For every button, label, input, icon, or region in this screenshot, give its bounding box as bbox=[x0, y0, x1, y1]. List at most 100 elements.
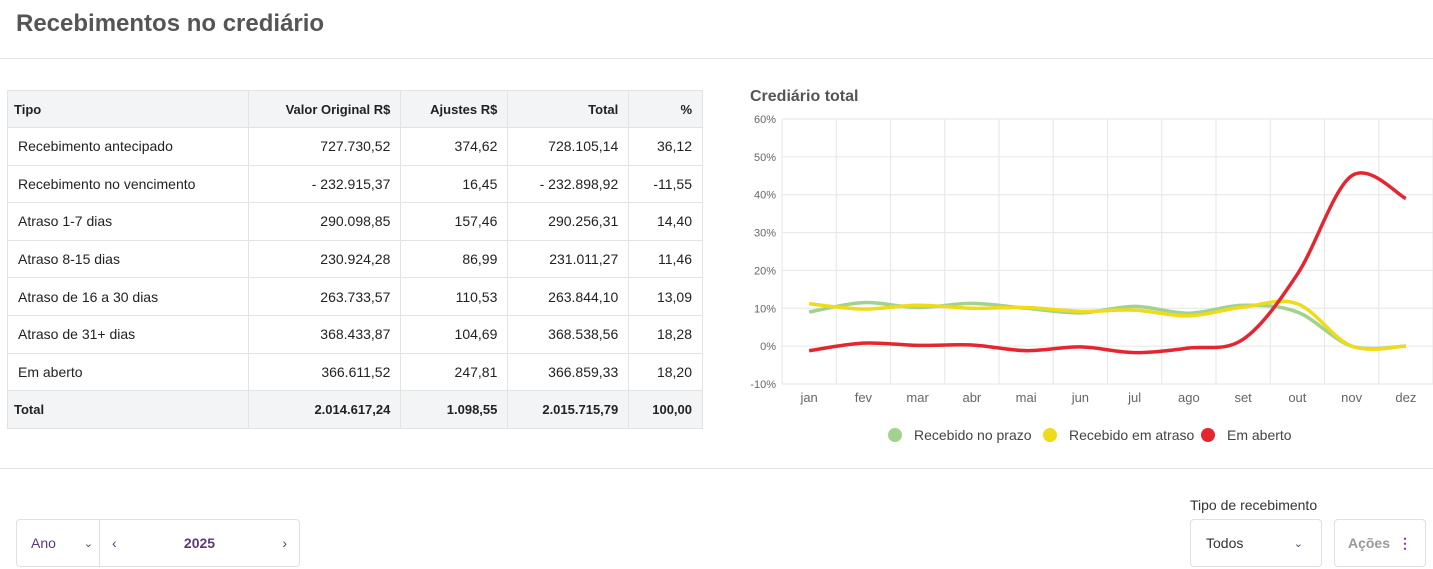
table-cell: 18,28 bbox=[628, 314, 703, 354]
table-row: Atraso de 16 a 30 dias 263.733,57 110,53 26… bbox=[7, 277, 703, 316]
y-tick-label: 40% bbox=[754, 190, 776, 202]
x-tick-label: dez bbox=[1395, 390, 1416, 405]
table-cell: Atraso de 31+ dias bbox=[7, 314, 249, 354]
table-cell: 231.011,27 bbox=[507, 239, 630, 279]
y-tick-label: 30% bbox=[754, 228, 776, 240]
table-cell: 290.256,31 bbox=[507, 202, 630, 241]
chevron-down-icon: ⌄ bbox=[1293, 537, 1303, 550]
y-tick-label: 50% bbox=[754, 152, 776, 164]
column-header: % bbox=[628, 90, 703, 128]
table-cell: 368.538,56 bbox=[507, 314, 630, 354]
table-cell: 110,53 bbox=[400, 277, 509, 316]
more-vertical-icon: ⋮ bbox=[1398, 534, 1413, 551]
series-line bbox=[808, 171, 1407, 355]
table-cell: - 232.898,92 bbox=[507, 164, 630, 204]
table-cell: 247,81 bbox=[400, 352, 509, 392]
table-cell: - 232.915,37 bbox=[247, 164, 402, 204]
x-tick-label: nov bbox=[1341, 390, 1362, 405]
y-tick-label: 10% bbox=[754, 303, 776, 315]
legend-marker[interactable] bbox=[888, 428, 902, 442]
chart-title: Crediário total bbox=[750, 88, 859, 105]
year-value: 2025 bbox=[183, 535, 216, 551]
table-cell: 16,45 bbox=[400, 164, 509, 204]
x-tick-label: out bbox=[1288, 390, 1306, 405]
table-cell: 263.733,57 bbox=[247, 277, 402, 316]
legend-marker[interactable] bbox=[1043, 428, 1057, 442]
table-cell: 86,99 bbox=[400, 239, 509, 279]
total-cell: 2.014.617,24 bbox=[247, 390, 402, 429]
table-cell: 157,46 bbox=[400, 202, 509, 241]
divider bbox=[0, 468, 1433, 469]
actions-button[interactable]: Ações ⋮ bbox=[1334, 519, 1426, 567]
table-cell: Atraso 8-15 dias bbox=[7, 239, 249, 279]
y-tick-label: 0% bbox=[760, 341, 776, 353]
receipt-type-select[interactable]: Todos ⌄ bbox=[1190, 519, 1322, 567]
legend-label[interactable]: Recebido no prazo bbox=[914, 427, 1032, 443]
receipt-type-value: Todos bbox=[1206, 535, 1244, 551]
table-cell: 14,40 bbox=[628, 202, 703, 241]
table-cell: Atraso de 16 a 30 dias bbox=[7, 277, 249, 316]
legend-marker[interactable] bbox=[1201, 428, 1215, 442]
table-row: Atraso de 31+ dias 368.433,87 104,69 368.53… bbox=[7, 314, 703, 354]
table-cell: 366.611,52 bbox=[247, 352, 402, 392]
table-cell: 727.730,52 bbox=[247, 127, 402, 166]
table-cell: 290.098,85 bbox=[247, 202, 402, 241]
table-cell: Recebimento no vencimento bbox=[7, 164, 249, 204]
series-line bbox=[808, 299, 1406, 351]
y-tick-label: 60% bbox=[754, 114, 776, 126]
table-cell: 18,20 bbox=[628, 352, 703, 392]
x-tick-label: set bbox=[1234, 390, 1252, 405]
table-cell: 368.433,87 bbox=[247, 314, 402, 354]
line-chart: 60% 50% 40% 30% 20% 10% 0% -10% jan fev mar abr mai j… bbox=[750, 114, 1433, 443]
x-tick-label: jul bbox=[1127, 390, 1141, 405]
table-row: Atraso 1-7 dias 290.098,85 157,46 290.256,3… bbox=[7, 202, 703, 241]
table-cell: 11,46 bbox=[628, 239, 703, 279]
table-cell: 263.844,10 bbox=[507, 277, 630, 316]
total-cell: 100,00 bbox=[628, 390, 703, 429]
table-row: Em aberto 366.611,52 247,81 366.859,33 18,20 bbox=[7, 352, 703, 392]
page-title: Recebimentos no crediário bbox=[16, 10, 325, 37]
legend-label[interactable]: Recebido em atraso bbox=[1069, 427, 1195, 443]
table-cell: 230.924,28 bbox=[247, 239, 402, 279]
actions-label: Ações bbox=[1347, 535, 1391, 551]
column-header: Ajustes R$ bbox=[400, 90, 509, 128]
table-cell: 366.859,33 bbox=[507, 352, 630, 392]
total-cell: Total bbox=[7, 390, 249, 429]
total-row: Total 2.014.617,24 1.098,55 2.015.715,79 100… bbox=[7, 390, 703, 429]
table-cell: Em aberto bbox=[7, 352, 249, 392]
receipt-type-label: Tipo de recebimento bbox=[1190, 497, 1318, 513]
x-tick-label: mai bbox=[1016, 390, 1037, 405]
chevron-right-icon[interactable]: › bbox=[282, 535, 287, 551]
column-header: Total bbox=[507, 90, 630, 128]
table-cell: 36,12 bbox=[628, 127, 703, 166]
y-tick-label: -10% bbox=[750, 379, 776, 391]
y-tick-label: 20% bbox=[754, 265, 776, 277]
column-header: Tipo bbox=[7, 90, 249, 128]
chevron-left-icon[interactable]: ‹ bbox=[112, 535, 117, 551]
x-tick-label: jun bbox=[1071, 390, 1089, 405]
period-type-value: Ano bbox=[31, 535, 56, 551]
table-row: Recebimento no vencimento - 232.915,37 16,… bbox=[7, 164, 703, 204]
column-header: Valor Original R$ bbox=[247, 90, 402, 128]
table-row: Recebimento antecipado 727.730,52 374,62 72… bbox=[7, 127, 703, 166]
table-cell: Recebimento antecipado bbox=[7, 127, 249, 166]
table-cell: Atraso 1-7 dias bbox=[7, 202, 249, 241]
table-row: Atraso 8-15 dias 230.924,28 86,99 231.011,2… bbox=[7, 239, 703, 279]
divider bbox=[0, 58, 1433, 59]
x-tick-label: jan bbox=[799, 390, 817, 405]
legend-label[interactable]: Em aberto bbox=[1227, 427, 1292, 443]
x-tick-label: abr bbox=[962, 390, 981, 405]
table-cell: 13,09 bbox=[628, 277, 703, 316]
table-cell: 728.105,14 bbox=[507, 127, 630, 166]
total-cell: 2.015.715,79 bbox=[507, 390, 630, 429]
receipts-table: Tipo Valor Original R$ Ajustes R$ Total% Re… bbox=[7, 90, 703, 429]
period-type-select[interactable]: Ano ⌄ bbox=[16, 519, 99, 567]
table-cell: -11,55 bbox=[628, 164, 703, 204]
x-tick-label: ago bbox=[1178, 390, 1200, 405]
total-cell: 1.098,55 bbox=[400, 390, 509, 429]
table-cell: 374,62 bbox=[400, 127, 509, 166]
x-tick-label: fev bbox=[855, 390, 873, 405]
x-tick-label: mar bbox=[906, 390, 929, 405]
table-cell: 104,69 bbox=[400, 314, 509, 354]
year-stepper[interactable]: ‹ 2025 › bbox=[99, 519, 300, 567]
